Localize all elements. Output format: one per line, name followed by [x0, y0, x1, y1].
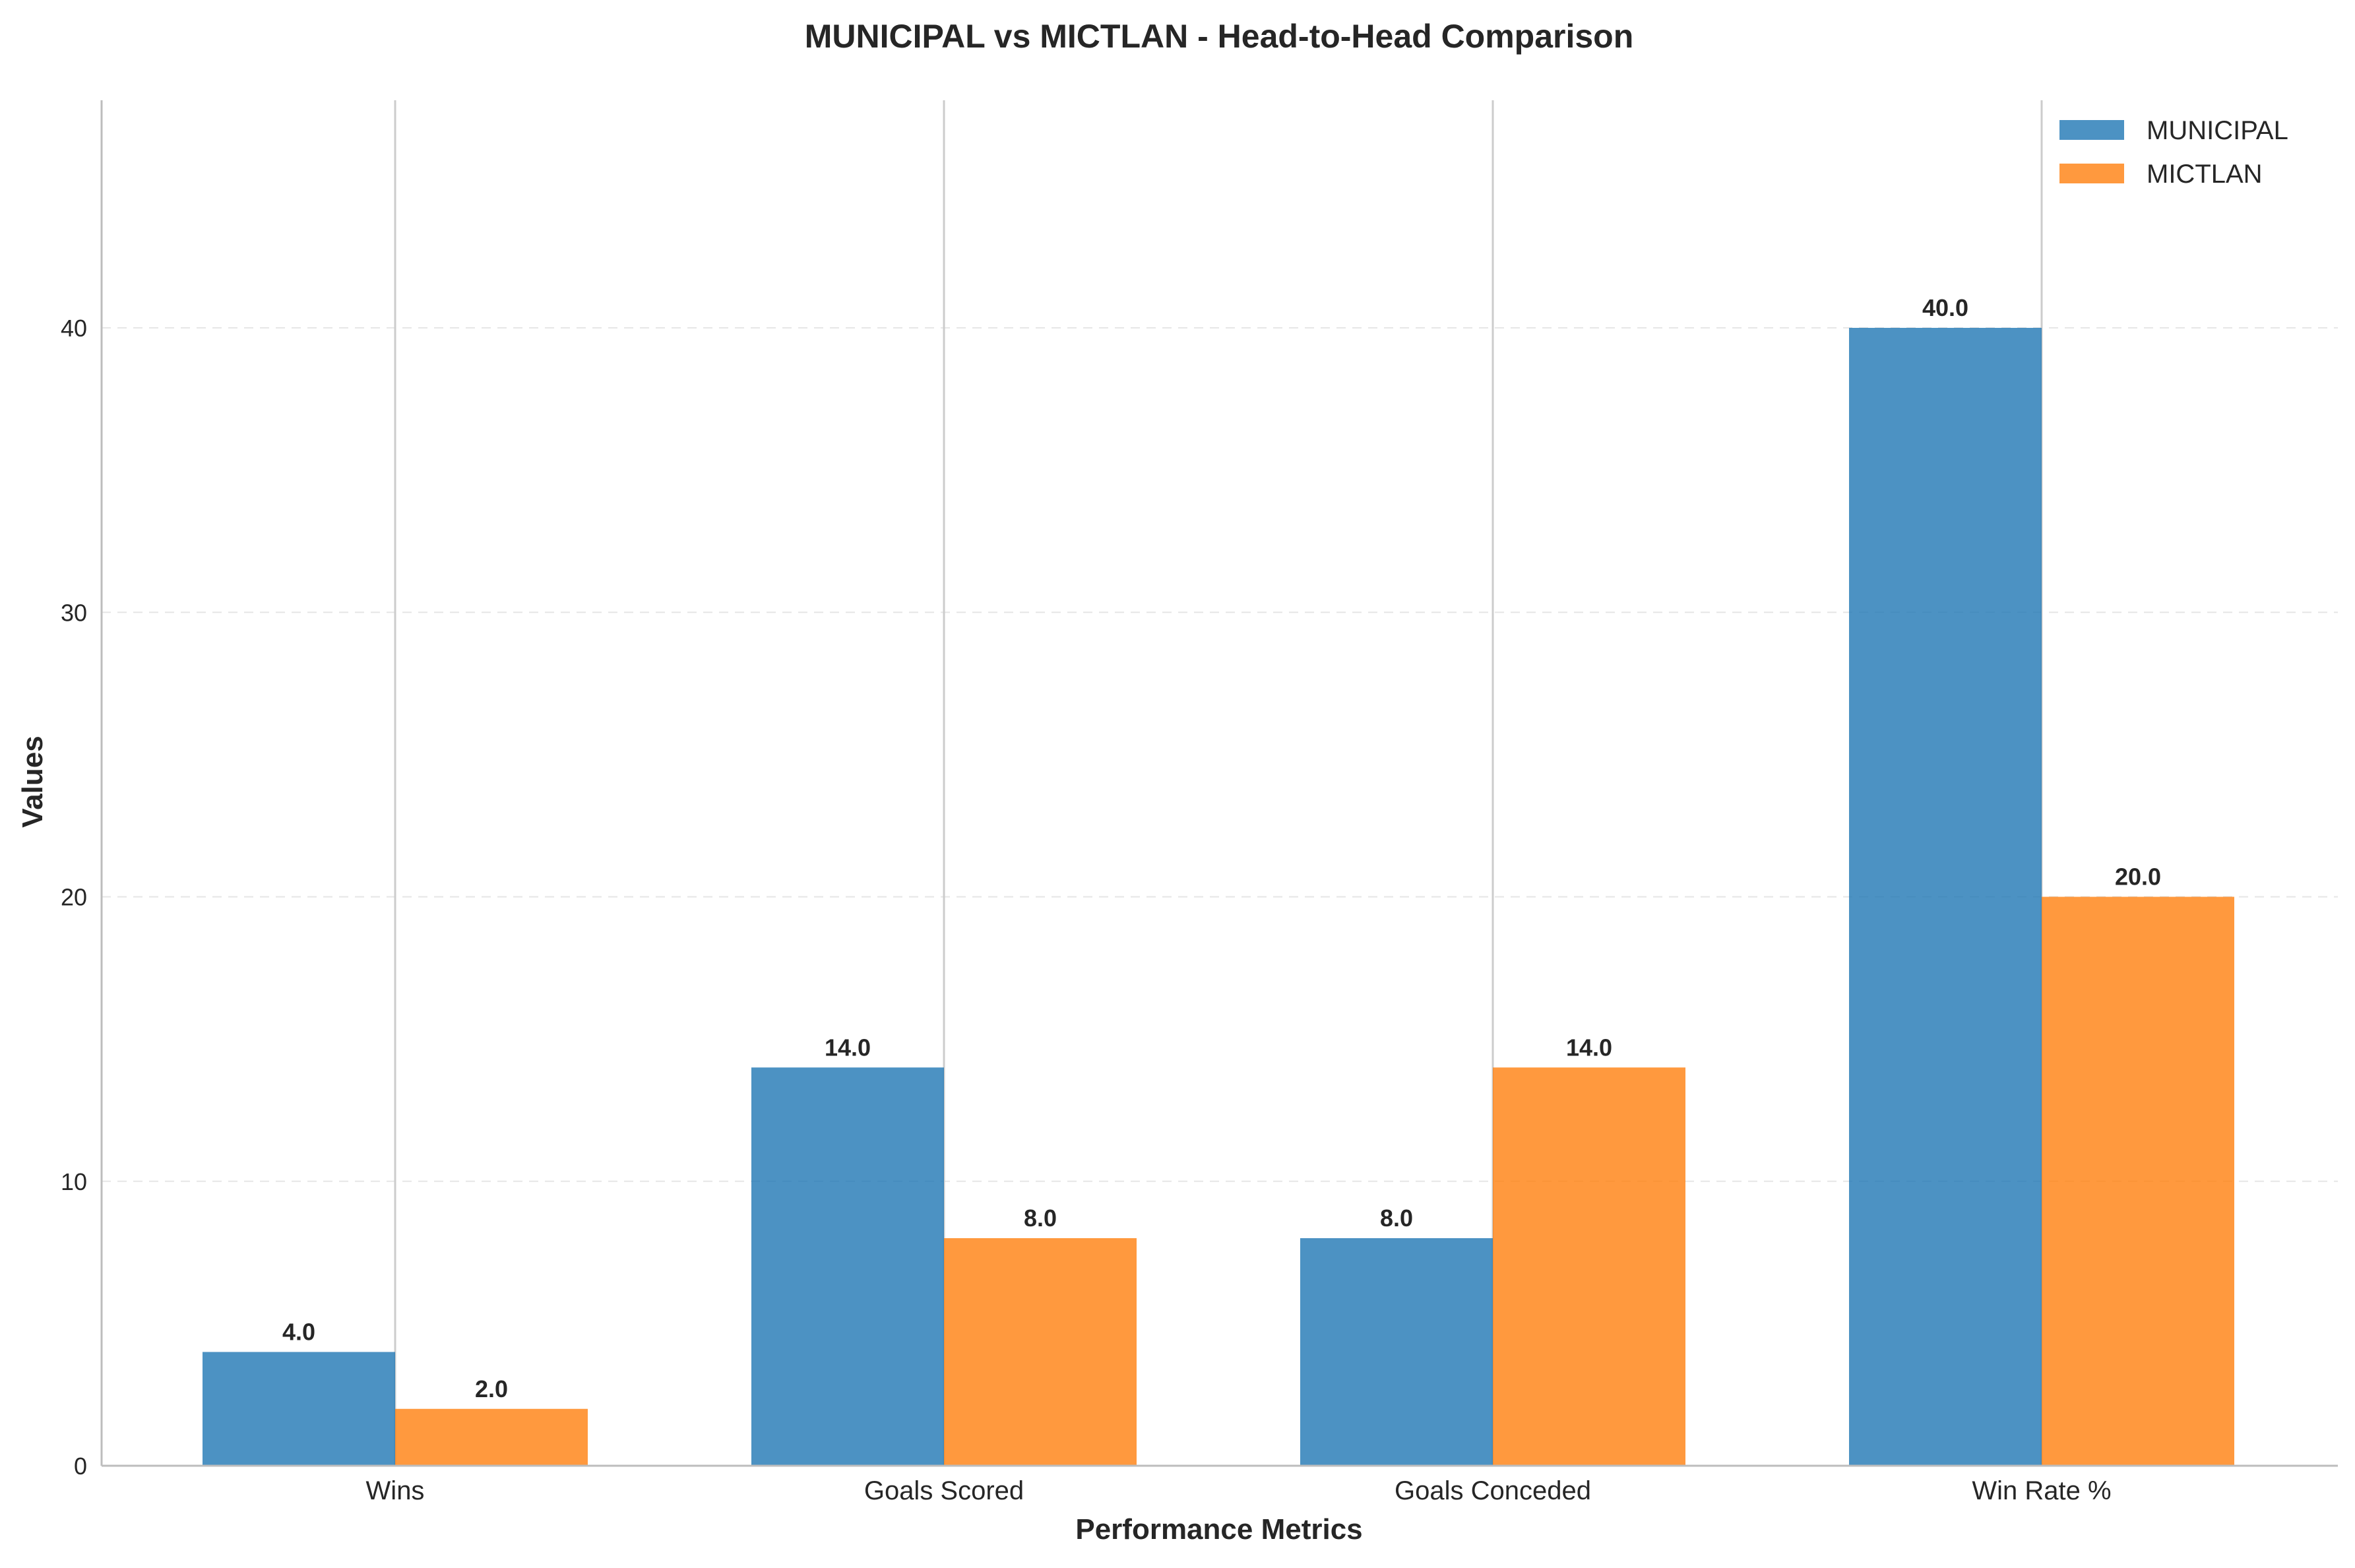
grid-layer [102, 327, 2338, 1182]
legend-swatch-municipal [2059, 120, 2124, 140]
category-separator-lines [394, 100, 2043, 1466]
data-label: 8.0 [1380, 1205, 1413, 1232]
y-tick-label: 30 [61, 599, 87, 626]
legend-label: MUNICIPAL [2147, 116, 2288, 145]
legend-swatch-mictlan [2059, 164, 2124, 183]
y-tick-label: 20 [61, 884, 87, 911]
bar-mictlan-0 [395, 1408, 588, 1466]
x-axis-title: Performance Metrics [1075, 1513, 1362, 1546]
bar-municipal-1 [751, 1067, 944, 1466]
bar-municipal-3 [1849, 328, 2042, 1466]
y-axis-title: Values [16, 736, 49, 827]
bar-municipal-2 [1300, 1238, 1493, 1466]
data-label: 4.0 [282, 1319, 315, 1346]
data-label: 14.0 [1566, 1034, 1612, 1061]
bar-municipal-0 [203, 1352, 395, 1466]
y-tick-label: 0 [74, 1453, 87, 1480]
x-tick-label: Goals Scored [864, 1476, 1024, 1505]
labels: 0 10 20 30 40 4.0 14.0 8.0 40.0 2.0 8.0 14.0 20.0 Win… [61, 294, 2161, 1505]
legend-label: MICTLAN [2147, 160, 2263, 189]
legend: MUNICIPAL MICTLAN [2059, 116, 2288, 189]
chart-title: MUNICIPAL vs MICTLAN - Head-to-Head Comp… [805, 18, 1634, 55]
y-tick-label: 40 [61, 315, 87, 342]
x-tick-label: Wins [366, 1476, 425, 1505]
bar-mictlan-2 [1493, 1067, 1685, 1466]
bar-mictlan-1 [944, 1238, 1137, 1466]
data-label: 8.0 [1024, 1205, 1057, 1232]
data-label: 2.0 [475, 1375, 508, 1402]
data-label: 20.0 [2115, 863, 2161, 891]
x-tick-label: Goals Conceded [1395, 1476, 1591, 1505]
y-tick-label: 10 [61, 1168, 87, 1195]
x-tick-label: Win Rate % [1972, 1476, 2111, 1505]
bar-mictlan-3 [2042, 896, 2234, 1466]
data-label: 40.0 [1922, 294, 1968, 321]
bars [203, 328, 2234, 1466]
data-label: 14.0 [825, 1034, 871, 1061]
axes [100, 100, 2338, 1467]
